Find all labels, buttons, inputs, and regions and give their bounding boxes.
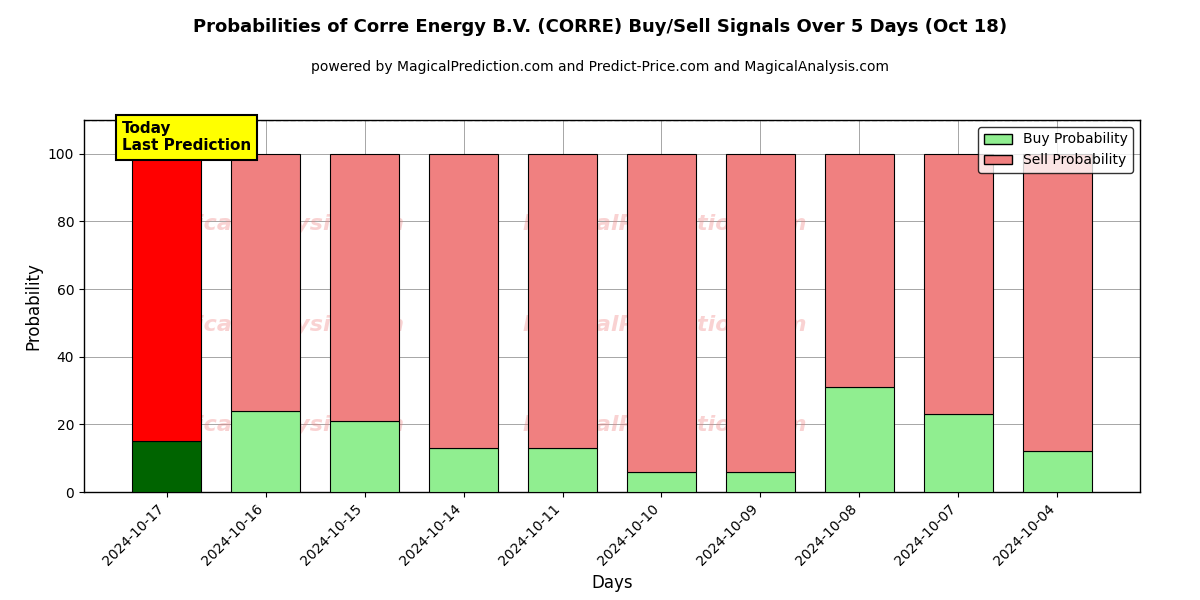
Bar	[428, 154, 498, 448]
Bar	[528, 154, 598, 448]
Legend: Buy Probability, Sell Probability: Buy Probability, Sell Probability	[978, 127, 1133, 173]
Text: powered by MagicalPrediction.com and Predict-Price.com and MagicalAnalysis.com: powered by MagicalPrediction.com and Pre…	[311, 60, 889, 74]
Bar	[230, 154, 300, 411]
Bar	[528, 448, 598, 492]
Text: MagicalPrediction.com: MagicalPrediction.com	[522, 214, 808, 234]
Bar	[726, 154, 796, 472]
Text: MagicalPrediction.com: MagicalPrediction.com	[522, 314, 808, 335]
Text: MagicalAnalysis.com: MagicalAnalysis.com	[144, 314, 404, 335]
Bar	[626, 154, 696, 472]
Bar	[428, 448, 498, 492]
Bar	[726, 472, 796, 492]
Bar	[132, 441, 202, 492]
Bar	[924, 154, 994, 414]
X-axis label: Days: Days	[592, 574, 632, 592]
Bar	[1022, 154, 1092, 451]
Bar	[824, 387, 894, 492]
Bar	[330, 154, 400, 421]
Y-axis label: Probability: Probability	[24, 262, 42, 350]
Bar	[824, 154, 894, 387]
Text: MagicalPrediction.com: MagicalPrediction.com	[522, 415, 808, 435]
Text: Today
Last Prediction: Today Last Prediction	[122, 121, 251, 154]
Text: MagicalAnalysis.com: MagicalAnalysis.com	[144, 214, 404, 234]
Bar	[626, 472, 696, 492]
Bar	[132, 154, 202, 441]
Bar	[330, 421, 400, 492]
Bar	[230, 411, 300, 492]
Bar	[924, 414, 994, 492]
Text: MagicalAnalysis.com: MagicalAnalysis.com	[144, 415, 404, 435]
Bar	[1022, 451, 1092, 492]
Text: Probabilities of Corre Energy B.V. (CORRE) Buy/Sell Signals Over 5 Days (Oct 18): Probabilities of Corre Energy B.V. (CORR…	[193, 18, 1007, 36]
